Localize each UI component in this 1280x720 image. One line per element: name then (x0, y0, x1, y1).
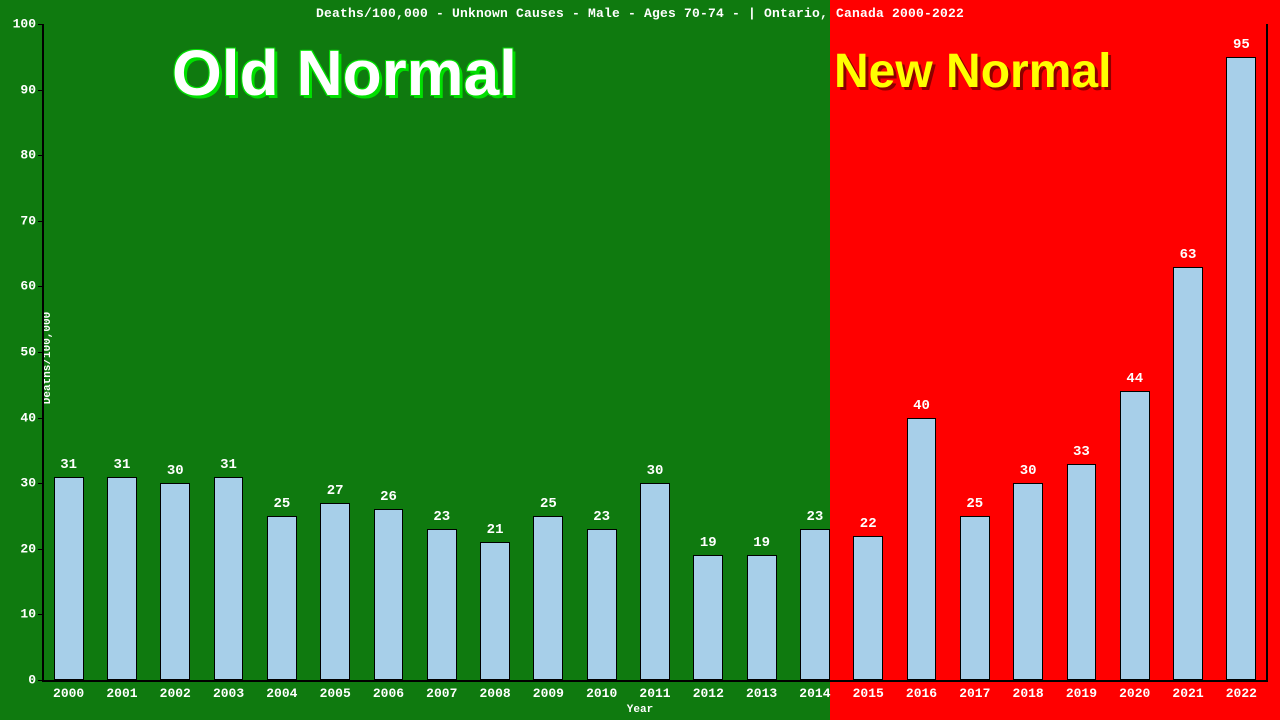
bar-value-label: 19 (700, 535, 717, 551)
bar-value-label: 40 (913, 398, 930, 414)
bar-value-label: 31 (220, 457, 237, 473)
bar (533, 516, 563, 680)
y-tick-label: 80 (20, 148, 36, 163)
bar-value-label: 26 (380, 489, 397, 505)
y-tick-mark (38, 286, 42, 287)
bar (1226, 57, 1256, 680)
bar-value-label: 63 (1180, 247, 1197, 263)
y-tick-mark (38, 418, 42, 419)
x-tick-label: 2012 (693, 686, 724, 701)
bar (853, 536, 883, 680)
bar (693, 555, 723, 680)
y-tick-label: 70 (20, 213, 36, 228)
y-tick-label: 60 (20, 279, 36, 294)
y-tick-label: 100 (13, 17, 36, 32)
bar-value-label: 19 (753, 535, 770, 551)
old-normal-text: Old Normal (172, 36, 517, 110)
y-tick-mark (38, 352, 42, 353)
x-tick-label: 2003 (213, 686, 244, 701)
bar-value-label: 44 (1126, 371, 1143, 387)
x-tick-label: 2001 (106, 686, 137, 701)
bar (267, 516, 297, 680)
y-tick-label: 30 (20, 476, 36, 491)
x-tick-label: 2008 (479, 686, 510, 701)
bar (960, 516, 990, 680)
bar-value-label: 25 (966, 496, 983, 512)
bar-value-label: 95 (1233, 37, 1250, 53)
x-tick-label: 2007 (426, 686, 457, 701)
bar (214, 477, 244, 680)
x-tick-label: 2013 (746, 686, 777, 701)
x-tick-label: 2017 (959, 686, 990, 701)
bar-value-label: 25 (273, 496, 290, 512)
y-tick-label: 20 (20, 541, 36, 556)
bar (747, 555, 777, 680)
x-tick-label: 2019 (1066, 686, 1097, 701)
y-tick-mark (38, 221, 42, 222)
x-tick-label: 2016 (906, 686, 937, 701)
bar (160, 483, 190, 680)
new-normal-text: New Normal (834, 44, 1111, 99)
bar (1067, 464, 1097, 680)
bar-value-label: 30 (1020, 463, 1037, 479)
y-tick-label: 90 (20, 82, 36, 97)
y-tick-mark (38, 680, 42, 681)
y-tick-label: 10 (20, 607, 36, 622)
bar-value-label: 27 (327, 483, 344, 499)
x-tick-label: 2006 (373, 686, 404, 701)
x-tick-label: 2000 (53, 686, 84, 701)
chart-title: Deaths/100,000 - Unknown Causes - Male -… (0, 6, 1280, 21)
y-tick-mark (38, 483, 42, 484)
y-tick-mark (38, 614, 42, 615)
x-tick-label: 2014 (799, 686, 830, 701)
bar (587, 529, 617, 680)
y-tick-mark (38, 549, 42, 550)
x-axis-label: Year (0, 704, 1280, 716)
bar-value-label: 21 (487, 522, 504, 538)
x-tick-label: 2018 (1013, 686, 1044, 701)
bar-value-label: 31 (114, 457, 131, 473)
bar (374, 509, 404, 680)
x-tick-label: 2011 (639, 686, 670, 701)
y-tick-label: 40 (20, 410, 36, 425)
bar-value-label: 33 (1073, 444, 1090, 460)
x-tick-label: 2020 (1119, 686, 1150, 701)
x-axis-line (42, 680, 1268, 682)
bar (800, 529, 830, 680)
x-tick-label: 2009 (533, 686, 564, 701)
bar (107, 477, 137, 680)
x-tick-label: 2010 (586, 686, 617, 701)
bar (480, 542, 510, 680)
x-tick-label: 2002 (160, 686, 191, 701)
bar (427, 529, 457, 680)
bar-value-label: 23 (593, 509, 610, 525)
x-tick-label: 2021 (1172, 686, 1203, 701)
bar-value-label: 30 (647, 463, 664, 479)
y-tick-mark (38, 24, 42, 25)
y-tick-mark (38, 155, 42, 156)
y-tick-label: 50 (20, 345, 36, 360)
bar (640, 483, 670, 680)
bar-value-label: 22 (860, 516, 877, 532)
bar (907, 418, 937, 680)
y-tick-mark (38, 90, 42, 91)
bar-value-label: 23 (807, 509, 824, 525)
x-tick-label: 2005 (320, 686, 351, 701)
bar-value-label: 23 (433, 509, 450, 525)
bar-value-label: 25 (540, 496, 557, 512)
bar (320, 503, 350, 680)
chart-container: Deaths/100,000 - Unknown Causes - Male -… (0, 0, 1280, 720)
x-tick-label: 2004 (266, 686, 297, 701)
x-tick-label: 2022 (1226, 686, 1257, 701)
bar-value-label: 31 (60, 457, 77, 473)
bar (1120, 391, 1150, 680)
y-tick-label: 0 (28, 673, 36, 688)
bar-value-label: 30 (167, 463, 184, 479)
bar (54, 477, 84, 680)
x-tick-label: 2015 (853, 686, 884, 701)
bar (1173, 267, 1203, 680)
bar (1013, 483, 1043, 680)
